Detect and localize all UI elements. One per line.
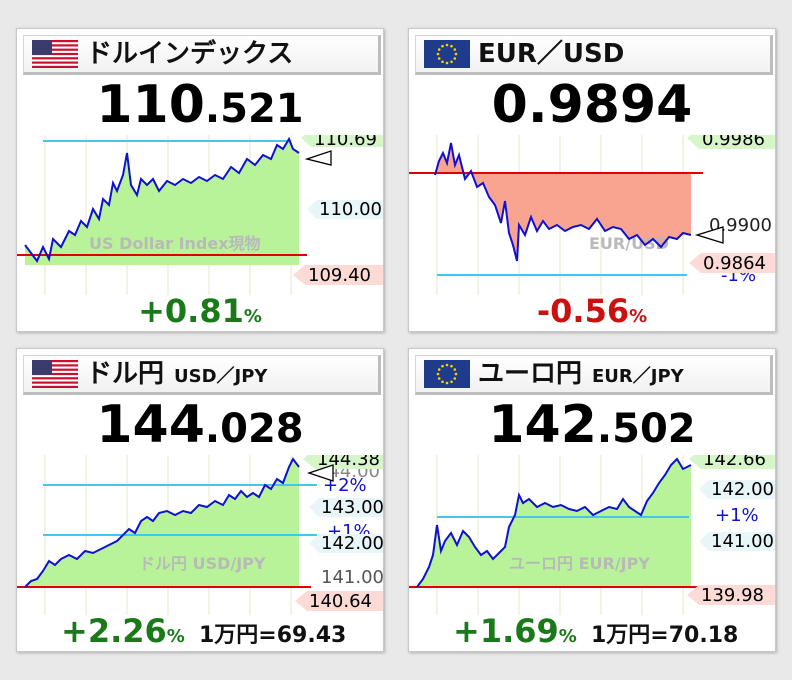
low-label-bg <box>293 265 383 285</box>
mid-tick-label: 110.00 <box>319 199 382 220</box>
current-price: 142.502 <box>409 397 775 457</box>
intraday-chart: ユーロ円 EUR/JPY 142.66 142.00 +1% 141.00 13… <box>409 455 775 615</box>
chart-watermark: US Dollar Index現物 <box>89 234 261 253</box>
us-flag-icon <box>32 40 78 68</box>
mid-label-bg <box>309 498 383 517</box>
pct-tick-label: +2% <box>323 475 367 496</box>
low-price-label: 109.40 <box>308 265 371 286</box>
mid-tick-label: 143.00 <box>321 497 383 518</box>
change-unit: % <box>629 306 648 327</box>
price-line <box>24 457 300 588</box>
chart-watermark: ドル円 USD/JPY <box>139 554 266 573</box>
panel-subtitle: EUR／JPY <box>592 366 684 387</box>
price-decimal: .521 <box>204 86 304 132</box>
panel-title: ユーロ円 EUR／JPY <box>478 356 684 392</box>
change-value: -0.56 <box>536 292 630 330</box>
intraday-chart: ドル円 USD/JPY 144.00 144.38 +2% 143.00 +1%… <box>17 455 383 615</box>
panel-header: ドル円 USD／JPY <box>23 355 381 395</box>
panel-subtitle: USD／JPY <box>174 366 268 387</box>
mid-tick-label: 142.00 <box>711 479 774 500</box>
panel-title-text: ドル円 <box>86 359 165 389</box>
mid-label-bg <box>309 534 383 553</box>
current-price-marker <box>306 464 334 482</box>
change-percent: +2.26% <box>61 613 185 649</box>
intraday-chart: US Dollar Index現物 110.69 110.00 109.40 <box>17 135 383 295</box>
price-area <box>25 139 299 265</box>
high-label-bg <box>689 455 775 469</box>
price-decimal: .028 <box>204 406 304 452</box>
price-line <box>434 142 692 262</box>
change-value: +2.26 <box>61 612 167 650</box>
low-price-label: 139.98 <box>701 585 764 606</box>
panel-header: ユーロ円 EUR／JPY <box>415 355 773 395</box>
change-unit: % <box>166 626 185 647</box>
pct-tick-label: +1% <box>715 505 759 526</box>
chart-watermark: ユーロ円 EUR/JPY <box>509 554 650 573</box>
high-price-label: 142.66 <box>703 455 766 470</box>
panel-header: EUR／USD <box>415 35 773 75</box>
mid-label-bg <box>699 532 775 551</box>
mid-label-bg <box>307 200 383 219</box>
price-integer: 0 <box>491 75 528 135</box>
low-price-label: 0.9864 <box>703 253 766 274</box>
high-price-label: 0.9986 <box>702 135 765 150</box>
change-unit: % <box>558 626 577 647</box>
mid-tick-label: 0.9900 <box>709 215 772 236</box>
high-price-label: 110.69 <box>314 135 377 150</box>
high-label-bg <box>301 135 383 147</box>
us-flag-icon <box>32 360 78 388</box>
high-label-bg <box>303 455 383 469</box>
price-area <box>417 459 691 587</box>
low-label-bg <box>687 585 775 605</box>
eu-flag-icon <box>424 360 470 388</box>
change-value: +0.81 <box>138 292 244 330</box>
panel-title: ドルインデックス <box>86 39 294 69</box>
change-percent: +1.69% <box>453 613 577 649</box>
change-unit: % <box>243 306 262 327</box>
price-integer: 110 <box>96 75 205 135</box>
change-percent: +0.81% <box>17 293 383 329</box>
price-area <box>25 459 299 587</box>
panel-header: ドルインデックス <box>23 35 381 75</box>
current-price: 144.028 <box>17 397 383 457</box>
mid-label-bg <box>699 480 775 499</box>
current-price: 0.9894 <box>409 77 775 133</box>
dollar-index-panel[interactable]: ドルインデックス 110.521 US Dollar Index現物 110.6… <box>16 28 384 332</box>
high-label-bg <box>687 135 775 149</box>
low-label-bg <box>295 591 383 611</box>
eu-flag-icon <box>424 40 470 68</box>
price-decimal: .9894 <box>527 75 693 135</box>
panel-title: ドル円 USD／JPY <box>86 356 267 392</box>
price-decimal: .502 <box>596 406 696 452</box>
change-value: +1.69 <box>453 612 559 650</box>
usdjpy-panel[interactable]: ドル円 USD／JPY 144.028 ドル円 USD/JPY 144.00 14… <box>16 348 384 652</box>
eurusd-panel[interactable]: EUR／USD 0.9894 EUR/USD 0.9986 0.9900 -1%… <box>408 28 776 332</box>
mid-tick-label: 141.00 <box>321 567 383 588</box>
eurjpy-panel[interactable]: ユーロ円 EUR／JPY 142.502 ユーロ円 EUR/JPY 142.66 … <box>408 348 776 652</box>
per-10000-yen: 1万円=70.18 <box>591 623 739 648</box>
intraday-chart: EUR/USD 0.9986 0.9900 -1% 0.9864 <box>409 135 775 295</box>
low-label-bg <box>689 253 775 273</box>
price-line <box>24 136 300 263</box>
current-price-marker <box>694 226 724 244</box>
change-percent: -0.56% <box>409 293 775 329</box>
mid-tick-label: 141.00 <box>711 531 774 552</box>
price-integer: 142 <box>488 395 597 455</box>
low-price-label: 140.64 <box>309 591 372 612</box>
panel-title: EUR／USD <box>478 39 625 69</box>
panel-title-text: ユーロ円 <box>478 359 583 389</box>
current-price-marker <box>304 150 332 166</box>
mid-tick-label: 142.00 <box>321 533 383 554</box>
price-line <box>416 457 692 588</box>
price-area <box>435 143 691 261</box>
price-integer: 144 <box>96 395 205 455</box>
current-price: 110.521 <box>17 77 383 137</box>
chart-watermark: EUR/USD <box>589 234 669 253</box>
per-10000-yen: 1万円=69.43 <box>199 623 347 648</box>
